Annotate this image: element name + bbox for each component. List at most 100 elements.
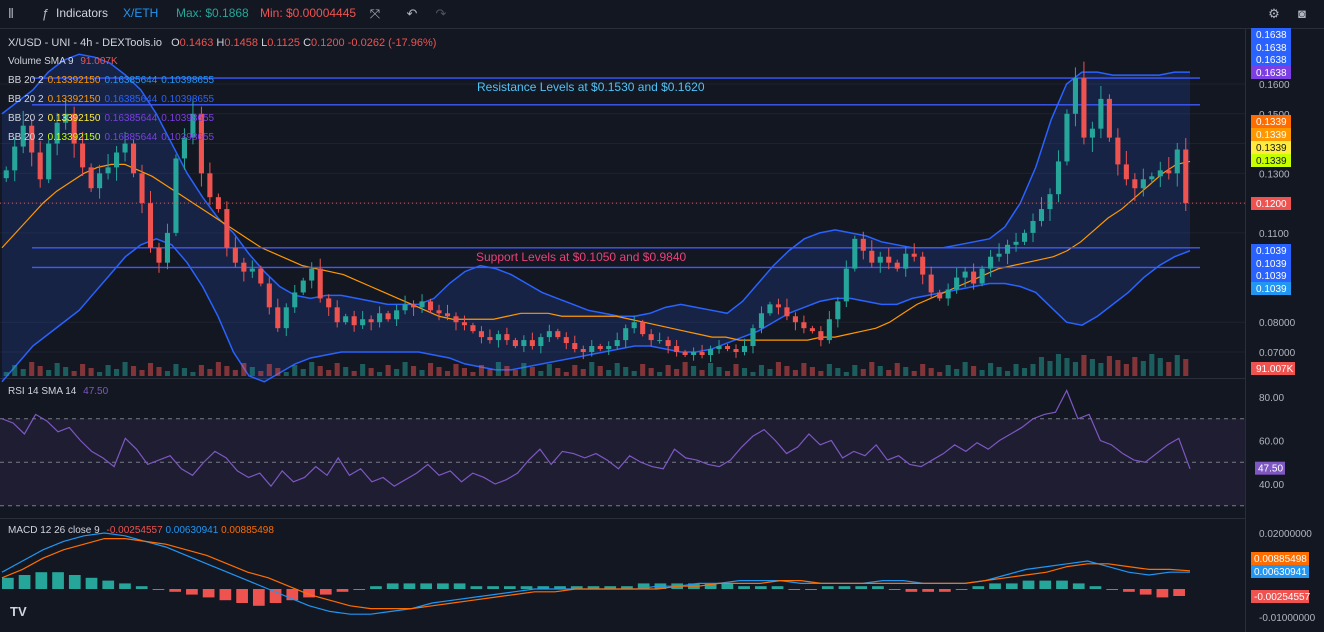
volume-bar (750, 372, 756, 376)
close-value: 0.1200 (311, 37, 345, 49)
macd-histogram-bar (1022, 580, 1035, 589)
macd-histogram-bar (838, 586, 851, 589)
macd-histogram-bar (738, 586, 750, 589)
volume-bar (597, 366, 603, 376)
price-axis-tag (1251, 28, 1291, 41)
macd-axis-tag-label: -0.00254557 (1254, 592, 1311, 603)
volume-bar (241, 363, 247, 376)
function-icon[interactable]: ƒ (41, 6, 49, 21)
macd-histogram-bar (403, 583, 416, 589)
price-axis-tag-label: 0.1339 (1256, 143, 1287, 154)
macd-histogram-bar (939, 589, 951, 592)
resistance-annotation[interactable]: Resistance Levels at $0.1530 and $0.1620 (477, 80, 705, 94)
candle-body (928, 274, 934, 293)
settings-gear-icon[interactable]: ⚙ (1268, 6, 1280, 21)
volume-bar (114, 369, 120, 376)
macd-histogram-bar (1089, 586, 1102, 589)
bollinger-lower-line (1, 238, 1191, 383)
camera-icon[interactable]: ◙ (1298, 6, 1306, 21)
volume-bar (215, 362, 221, 376)
volume-bar (1183, 359, 1189, 376)
volume-bar (792, 370, 798, 376)
candle-body (546, 331, 552, 338)
bb-legend-row[interactable]: BB 20 2 0.13392150 0.16385644 0.10398655 (8, 94, 218, 106)
rsi-legend[interactable]: RSI 14 SMA 14 47.50 (8, 386, 108, 398)
candle-body (97, 173, 103, 189)
volume-bar (487, 369, 493, 376)
candle-body (156, 247, 162, 263)
volume-bar (903, 367, 909, 376)
volume-bar (198, 365, 204, 376)
volume-bar (631, 371, 637, 376)
fullscreen-icon[interactable]: ⤧ (369, 6, 381, 21)
candle-body (580, 349, 586, 352)
volume-bar (504, 366, 510, 376)
volume-axis-tag-label: 91.007K (1256, 364, 1294, 375)
candle-body (1038, 209, 1045, 221)
macd-axis-tag-label: 0.00885498 (1254, 554, 1307, 565)
volume-legend[interactable]: Volume SMA 9 91.007K (8, 56, 118, 68)
candle-body (945, 289, 951, 299)
volume-bar (1081, 355, 1087, 376)
volume-bar (563, 372, 569, 376)
bb-legend-row[interactable]: BB 20 2 0.13392150 0.16385644 0.10398655 (8, 113, 218, 125)
volume-bar (614, 363, 620, 376)
volume-bar (258, 371, 264, 376)
candle-body (1030, 220, 1036, 233)
price-axis-tag-label: 0.1039 (1256, 284, 1287, 295)
rsi-axis-tag-label: 47.50 (1258, 464, 1283, 475)
candle-body (775, 304, 781, 308)
candle-body (674, 346, 680, 352)
panel-separator[interactable] (0, 518, 1245, 519)
sidebar-toggle-icon[interactable]: ⫴ (8, 6, 14, 21)
bb-legend-row[interactable]: BB 20 2 0.13392150 0.16385644 0.10398655 (8, 132, 218, 144)
redo-icon[interactable]: ↷ (435, 6, 447, 21)
volume-bar (572, 365, 578, 376)
bb-legend-c: 0.10398655 (161, 113, 215, 124)
candle-body (453, 316, 459, 323)
rsi-tick-label: 40.00 (1259, 480, 1284, 491)
pair-toggle[interactable]: X/ETH (123, 6, 159, 20)
candle-body (147, 203, 154, 248)
support-annotation[interactable]: Support Levels at $0.1050 and $0.9840 (476, 250, 687, 264)
volume-bar (181, 368, 187, 376)
symbol-title[interactable]: X/USD - UNI - 4h - DEXTools.io (8, 37, 163, 49)
bb-legend-b: 0.16385644 (104, 132, 158, 143)
rsi-tick-label: 80.00 (1259, 393, 1284, 404)
macd-histogram-bar (872, 586, 884, 589)
candle-body (1081, 78, 1087, 138)
volume-bar (461, 368, 468, 376)
candle-body (487, 337, 493, 341)
macd-histogram-bar (989, 583, 1001, 589)
volume-bar (911, 371, 917, 376)
candle-body (1098, 98, 1104, 129)
volume-bar (555, 368, 561, 376)
bb-legend-row[interactable]: BB 20 2 0.13392150 0.16385644 0.10398655 (8, 75, 218, 87)
macd-histogram-bar (219, 589, 232, 601)
volume-bar (784, 366, 790, 376)
volume-bar (860, 369, 866, 376)
macd-histogram-bar (637, 583, 650, 589)
macd-histogram-bar (905, 589, 918, 592)
macd-histogram-bar (102, 580, 115, 589)
volume-legend-value: 91.007K (80, 56, 118, 67)
macd-histogram-bar (202, 589, 215, 598)
indicators-button[interactable]: Indicators (56, 6, 109, 20)
bb-legend-name: BB 20 2 (8, 75, 44, 86)
undo-icon[interactable]: ↶ (406, 6, 418, 21)
macd-histogram-bar (570, 586, 583, 589)
macd-histogram-bar (771, 586, 784, 589)
volume-bar (877, 366, 883, 376)
candle-body (173, 158, 179, 233)
volume-bar (283, 372, 289, 376)
volume-bar (979, 370, 985, 376)
candle-body (563, 337, 569, 344)
high-value: 0.1458 (224, 37, 258, 49)
volume-bar (478, 365, 484, 376)
macd-legend[interactable]: MACD 12 26 close 9 -0.00254557 0.0063094… (8, 525, 274, 537)
panel-separator[interactable] (0, 378, 1245, 379)
volume-bar (351, 371, 357, 376)
candle-body (631, 322, 637, 329)
candle-body (334, 307, 340, 323)
